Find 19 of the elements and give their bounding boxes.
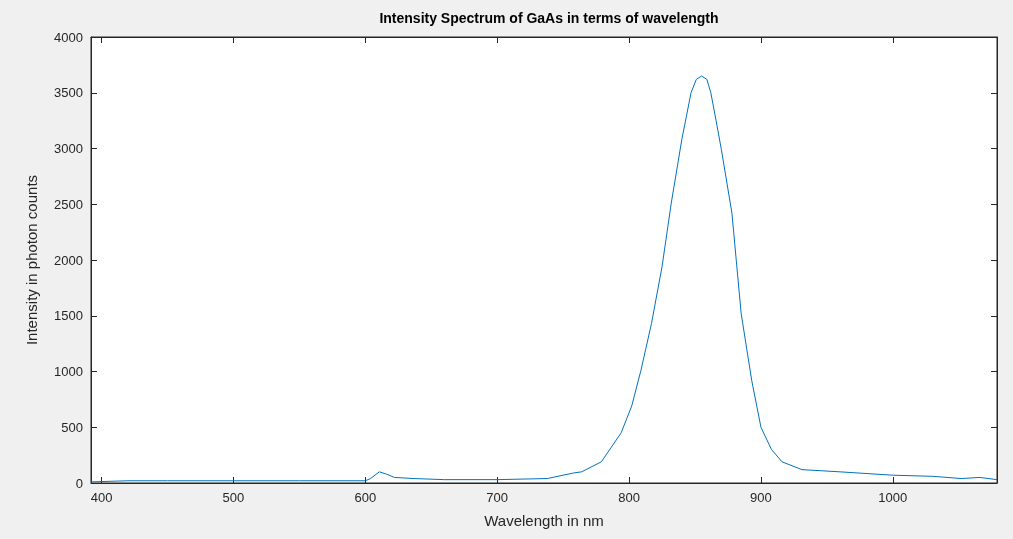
chart-title: Intensity Spectrum of GaAs in terms of wavelength xyxy=(379,10,719,26)
y-tick-label: 1500 xyxy=(54,308,83,324)
y-tick-label: 1000 xyxy=(54,364,83,379)
y-tick-label: 3000 xyxy=(54,141,83,156)
x-tick-label: 1000 xyxy=(878,490,908,505)
y-tick-label: 0 xyxy=(75,475,83,491)
x-axis-title: Wavelength in nm xyxy=(484,512,604,529)
y-tick-label: 2500 xyxy=(54,196,83,212)
x-tick-label: 600 xyxy=(354,490,377,505)
x-tick-label: 800 xyxy=(618,490,640,505)
x-tick-label: 700 xyxy=(486,490,509,505)
x-tick-label: 900 xyxy=(750,490,772,505)
y-tick-label: 500 xyxy=(61,419,83,435)
y-axis-title: Intensity in photon counts xyxy=(23,174,40,346)
x-tick-label: 500 xyxy=(222,490,245,505)
y-tick-label: 2000 xyxy=(54,252,83,268)
y-tick-label: 4000 xyxy=(54,29,83,45)
y-tick-label: 3500 xyxy=(54,85,83,101)
x-tick-label: 400 xyxy=(90,490,113,505)
